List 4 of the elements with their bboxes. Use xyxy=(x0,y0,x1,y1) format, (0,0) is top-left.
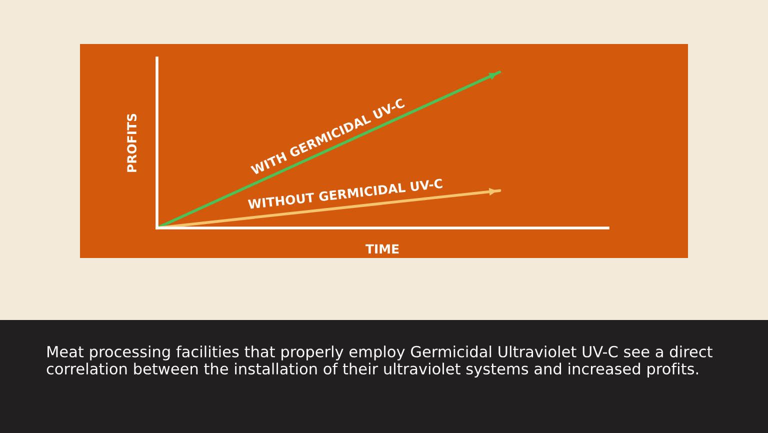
x-axis-title: TIME xyxy=(365,244,399,254)
text: Meat processing facilities that properly employ Germicidal Ultraviolet UV-C see a direct correlation between the installation of their ultraviolet systems and increased profits. xyxy=(46,346,712,378)
y-axis-title: PROFITS xyxy=(127,114,137,172)
text: WITHOUT GERMICIDAL UV-C xyxy=(248,178,443,210)
